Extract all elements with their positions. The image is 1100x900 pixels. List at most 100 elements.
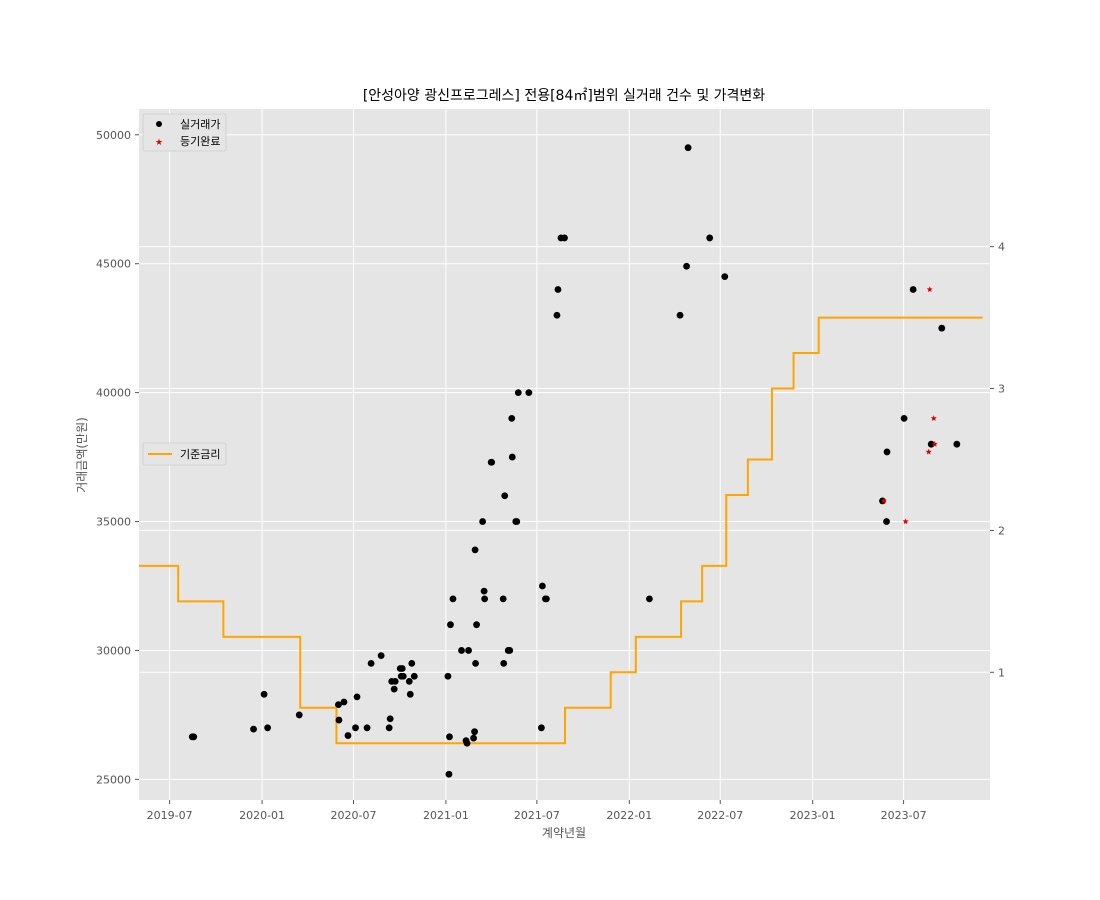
price-point bbox=[554, 286, 562, 293]
legend-registered-label: 등기완료 bbox=[180, 135, 220, 148]
price-point bbox=[449, 595, 457, 603]
x-tick-label: 2019-07 bbox=[147, 809, 193, 822]
price-point bbox=[676, 311, 684, 319]
y2-tick-label: 1 bbox=[998, 666, 1005, 679]
price-point bbox=[399, 672, 407, 680]
legend-price-label: 실거래가 bbox=[180, 118, 220, 131]
price-point bbox=[481, 595, 489, 603]
price-point bbox=[513, 518, 521, 525]
price-point bbox=[645, 595, 653, 603]
legend-price-marker bbox=[156, 121, 162, 127]
price-point bbox=[353, 693, 361, 701]
price-point bbox=[363, 724, 371, 732]
x-tick-label: 2020-01 bbox=[239, 809, 285, 822]
registered-point bbox=[930, 415, 937, 421]
price-point bbox=[367, 659, 375, 667]
registered-point bbox=[925, 448, 932, 455]
y-tick-label: 30000 bbox=[96, 644, 131, 657]
price-point bbox=[340, 698, 348, 706]
price-point bbox=[473, 621, 480, 629]
x-axis-label: 계약년월 bbox=[542, 825, 586, 840]
price-point bbox=[480, 587, 488, 595]
y2-tick-label: 3 bbox=[998, 383, 1005, 396]
y-tick-label: 45000 bbox=[96, 258, 131, 271]
price-point bbox=[561, 234, 568, 242]
price-point bbox=[508, 453, 516, 461]
price-point bbox=[445, 770, 453, 778]
x-tick-label: 2021-01 bbox=[423, 809, 469, 822]
x-tick-label: 2023-01 bbox=[790, 809, 836, 822]
price-point bbox=[385, 724, 393, 732]
price-point bbox=[506, 647, 514, 654]
y-tick-label: 40000 bbox=[96, 387, 131, 400]
price-point bbox=[406, 690, 414, 698]
price-point bbox=[471, 546, 479, 554]
price-point bbox=[391, 677, 399, 685]
legend-rate-box bbox=[142, 442, 227, 466]
registered-point bbox=[902, 518, 909, 525]
x-axis-ticks: 2019-07 2020-01 2020-07 2021-01 2021-07 2022-… bbox=[147, 800, 927, 822]
price-point bbox=[408, 659, 416, 667]
rate-step-line bbox=[139, 316, 983, 745]
legend-price: 실거래가 ★ 등기완료 bbox=[142, 113, 227, 152]
price-point bbox=[458, 647, 465, 654]
price-point bbox=[706, 234, 714, 242]
grid-lines bbox=[139, 109, 990, 800]
price-point bbox=[953, 440, 961, 448]
price-point bbox=[444, 672, 452, 680]
x-tick-label: 2022-01 bbox=[606, 809, 652, 822]
price-point bbox=[405, 677, 413, 685]
price-point bbox=[900, 415, 908, 422]
price-point bbox=[335, 701, 342, 709]
x-tick-label: 2023-07 bbox=[881, 809, 927, 822]
price-point bbox=[488, 458, 496, 466]
price-point bbox=[250, 725, 257, 733]
price-point bbox=[470, 734, 477, 742]
y2-tick-label: 4 bbox=[998, 241, 1005, 254]
price-series bbox=[188, 144, 961, 778]
price-point bbox=[260, 690, 268, 698]
legend-price-box bbox=[142, 113, 227, 152]
price-point bbox=[927, 440, 935, 448]
price-point bbox=[471, 728, 478, 736]
price-point bbox=[335, 716, 343, 724]
x-tick-label: 2022-07 bbox=[697, 809, 743, 822]
x-tick-label: 2020-07 bbox=[331, 809, 377, 822]
y-axis-label: 거래금액(만원) bbox=[75, 417, 89, 493]
price-point bbox=[721, 273, 729, 280]
price-point bbox=[190, 733, 198, 741]
registered-point bbox=[926, 286, 933, 293]
price-point bbox=[446, 733, 453, 741]
price-point bbox=[543, 595, 550, 603]
price-point bbox=[398, 665, 406, 672]
price-point bbox=[377, 652, 385, 660]
price-point bbox=[537, 724, 545, 732]
price-point bbox=[465, 647, 472, 654]
price-point bbox=[344, 732, 352, 739]
registered-point bbox=[880, 497, 888, 504]
price-point bbox=[352, 724, 359, 732]
price-point bbox=[938, 324, 946, 332]
price-point bbox=[508, 415, 516, 422]
chart-title: [안성아양 광신프로그레스] 전용[84㎡]범위 실거래 건수 및 가격변화 bbox=[363, 88, 765, 104]
price-point bbox=[553, 311, 561, 319]
x-tick-label: 2021-07 bbox=[514, 809, 560, 822]
price-point bbox=[514, 389, 522, 397]
price-point bbox=[472, 659, 479, 667]
price-point bbox=[883, 518, 890, 525]
price-point bbox=[386, 715, 394, 723]
price-point bbox=[499, 595, 507, 603]
price-point bbox=[909, 286, 917, 293]
rate-series bbox=[139, 316, 983, 745]
price-point bbox=[883, 448, 891, 456]
price-point bbox=[500, 659, 508, 667]
price-point bbox=[479, 518, 487, 525]
y2-tick-label: 2 bbox=[998, 524, 1005, 537]
legend-rate-label: 기준금리 bbox=[180, 448, 220, 461]
registered-series bbox=[880, 286, 938, 525]
price-point bbox=[390, 685, 398, 693]
price-point bbox=[447, 621, 454, 629]
y-tick-label: 35000 bbox=[96, 516, 131, 529]
plot-area bbox=[139, 109, 990, 800]
